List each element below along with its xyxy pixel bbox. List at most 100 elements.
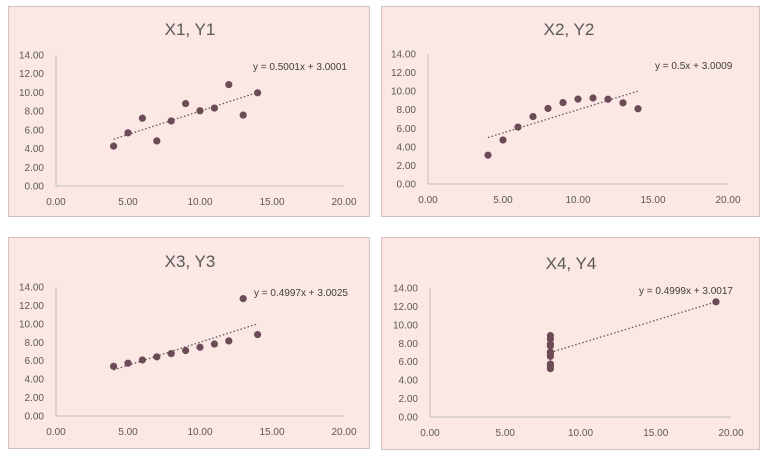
y-tick-label: 4.00 bbox=[25, 375, 45, 386]
data-point bbox=[124, 129, 132, 137]
y-tick-label: 0.00 bbox=[25, 412, 45, 423]
y-tick-label: 6.00 bbox=[399, 357, 419, 368]
x-tick-label: 0.00 bbox=[420, 428, 440, 439]
y-tick-label: 12.00 bbox=[19, 69, 44, 80]
data-point bbox=[484, 151, 492, 159]
y-tick-label: 8.00 bbox=[399, 339, 419, 350]
data-point bbox=[499, 136, 507, 144]
data-point bbox=[546, 362, 554, 370]
y-tick-label: 14.00 bbox=[19, 51, 44, 62]
chart-panel-x3-y3: X3, Y3 0.00 2.00 4.00 6.00 8.00 10.00 12.00 14.… bbox=[8, 237, 370, 449]
data-point bbox=[196, 343, 204, 351]
x-tick-label: 20.00 bbox=[718, 428, 743, 439]
trendline bbox=[113, 91, 258, 140]
x-tick-label: 10.00 bbox=[568, 428, 593, 439]
data-point bbox=[514, 123, 522, 131]
data-point bbox=[225, 80, 233, 89]
data-point bbox=[153, 137, 161, 145]
data-point bbox=[110, 142, 118, 150]
y-tick-label: 10.00 bbox=[19, 88, 44, 99]
data-point bbox=[210, 340, 218, 348]
scatter-chart: X3, Y3 0.00 2.00 4.00 6.00 8.00 10.00 12.00 14.… bbox=[19, 252, 357, 439]
x-tick-label: 15.00 bbox=[643, 428, 668, 439]
data-point bbox=[239, 111, 247, 119]
x-tick-label: 0.00 bbox=[46, 427, 66, 438]
y-tick-label: 6.00 bbox=[25, 356, 45, 367]
y-tick-label: 12.00 bbox=[19, 301, 44, 312]
y-tick-label: 4.00 bbox=[25, 144, 45, 155]
y-tick-label: 2.00 bbox=[25, 163, 45, 174]
data-point bbox=[254, 330, 262, 339]
data-point bbox=[182, 346, 190, 355]
y-tick-label: 10.00 bbox=[391, 87, 416, 98]
y-tick-label: 6.00 bbox=[25, 125, 45, 136]
data-point bbox=[182, 99, 190, 108]
chart-title: X2, Y2 bbox=[544, 20, 595, 39]
x-tick-label: 5.00 bbox=[493, 195, 513, 206]
y-tick-label: 14.00 bbox=[19, 283, 44, 294]
data-point bbox=[110, 362, 118, 370]
trendline-equation: y = 0.5001x + 3.0001 bbox=[253, 62, 347, 73]
x-tick-label: 5.00 bbox=[118, 197, 138, 208]
x-tick-label: 15.00 bbox=[259, 427, 284, 438]
data-point bbox=[529, 112, 537, 121]
data-point bbox=[589, 94, 597, 102]
y-tick-label: 0.00 bbox=[25, 182, 45, 193]
chart-title: X3, Y3 bbox=[165, 252, 216, 271]
data-point bbox=[210, 104, 218, 112]
chart-title: X1, Y1 bbox=[165, 20, 216, 39]
x-tick-label: 10.00 bbox=[187, 427, 212, 438]
y-tick-label: 8.00 bbox=[397, 105, 417, 116]
x-tick-label: 10.00 bbox=[565, 195, 590, 206]
y-tick-label: 0.00 bbox=[397, 180, 417, 191]
data-point bbox=[544, 104, 552, 113]
chart-marks: 0.00 2.00 4.00 6.00 8.00 10.00 12.00 14.00 0.00 5… bbox=[19, 283, 357, 439]
data-point bbox=[153, 353, 161, 361]
data-point bbox=[254, 89, 262, 97]
y-tick-label: 0.00 bbox=[399, 413, 419, 424]
data-point bbox=[574, 95, 582, 103]
data-point bbox=[634, 105, 642, 113]
chart-panel-x1-y1: X1, Y1 0.00 2.00 4.00 6.00 8.00 10.00 12.00 14.… bbox=[8, 6, 370, 217]
trendline bbox=[487, 90, 639, 139]
data-point bbox=[225, 337, 233, 345]
x-tick-label: 15.00 bbox=[640, 195, 665, 206]
data-point bbox=[138, 114, 146, 122]
y-tick-label: 12.00 bbox=[391, 68, 416, 79]
y-tick-label: 4.00 bbox=[397, 142, 417, 153]
data-point bbox=[546, 335, 554, 343]
y-tick-label: 8.00 bbox=[25, 338, 45, 349]
y-tick-label: 10.00 bbox=[19, 319, 44, 330]
x-tick-label: 5.00 bbox=[118, 427, 138, 438]
y-tick-label: 10.00 bbox=[393, 320, 418, 331]
y-tick-label: 2.00 bbox=[399, 394, 419, 405]
x-tick-label: 20.00 bbox=[715, 195, 740, 206]
chart-panel-x4-y4: X4, Y4 0.00 2.00 4.00 6.00 8.00 10.00 12.00 14.… bbox=[381, 237, 760, 450]
data-point bbox=[124, 359, 132, 367]
y-tick-label: 2.00 bbox=[397, 161, 417, 172]
data-point bbox=[138, 356, 146, 364]
data-point bbox=[167, 350, 175, 358]
trendline-equation: y = 0.4999x + 3.0017 bbox=[639, 286, 733, 297]
y-tick-label: 14.00 bbox=[391, 50, 416, 61]
data-point bbox=[546, 340, 554, 348]
x-tick-label: 15.00 bbox=[259, 197, 284, 208]
data-point bbox=[239, 295, 247, 303]
chart-panel-x2-y2: X2, Y2 0.00 2.00 4.00 6.00 8.00 10.00 12.00 14.… bbox=[381, 6, 760, 217]
data-point bbox=[196, 107, 204, 115]
chart-title: X4, Y4 bbox=[546, 254, 597, 273]
x-tick-label: 10.00 bbox=[187, 197, 212, 208]
data-point bbox=[604, 95, 612, 103]
y-tick-label: 4.00 bbox=[399, 376, 419, 387]
y-tick-label: 12.00 bbox=[393, 302, 418, 313]
y-tick-label: 6.00 bbox=[397, 124, 417, 135]
trendline-equation: y = 0.4997x + 3.0025 bbox=[254, 288, 348, 299]
scatter-chart: X2, Y2 0.00 2.00 4.00 6.00 8.00 10.00 12.00 14.… bbox=[391, 20, 741, 206]
x-tick-label: 20.00 bbox=[331, 197, 356, 208]
data-point bbox=[712, 298, 720, 306]
trendline-equation: y = 0.5x + 3.0009 bbox=[655, 61, 733, 72]
x-tick-label: 20.00 bbox=[331, 427, 356, 438]
x-tick-label: 0.00 bbox=[46, 197, 66, 208]
y-tick-label: 8.00 bbox=[25, 107, 45, 118]
x-tick-label: 5.00 bbox=[496, 428, 516, 439]
